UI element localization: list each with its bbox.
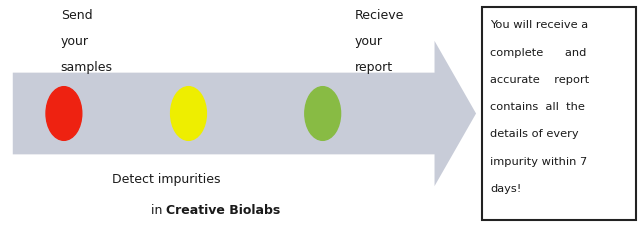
Text: Recieve: Recieve — [355, 9, 404, 22]
Text: days!: days! — [490, 184, 521, 194]
Text: your: your — [61, 35, 89, 48]
Text: Detect impurities: Detect impurities — [112, 173, 220, 185]
Text: accurate    report: accurate report — [490, 75, 589, 85]
Ellipse shape — [305, 87, 341, 140]
Ellipse shape — [171, 87, 206, 140]
Text: Send: Send — [61, 9, 92, 22]
Text: Creative Biolabs: Creative Biolabs — [166, 204, 281, 217]
Text: report: report — [355, 61, 393, 74]
Ellipse shape — [46, 87, 82, 140]
Text: your: your — [355, 35, 383, 48]
Text: impurity within 7: impurity within 7 — [490, 157, 587, 167]
Text: details of every: details of every — [490, 129, 579, 139]
FancyBboxPatch shape — [482, 7, 636, 220]
Text: contains  all  the: contains all the — [490, 102, 585, 112]
Text: samples: samples — [61, 61, 112, 74]
Text: You will receive a: You will receive a — [490, 20, 589, 30]
Text: complete      and: complete and — [490, 48, 587, 58]
Polygon shape — [13, 41, 476, 186]
Text: in: in — [151, 204, 166, 217]
